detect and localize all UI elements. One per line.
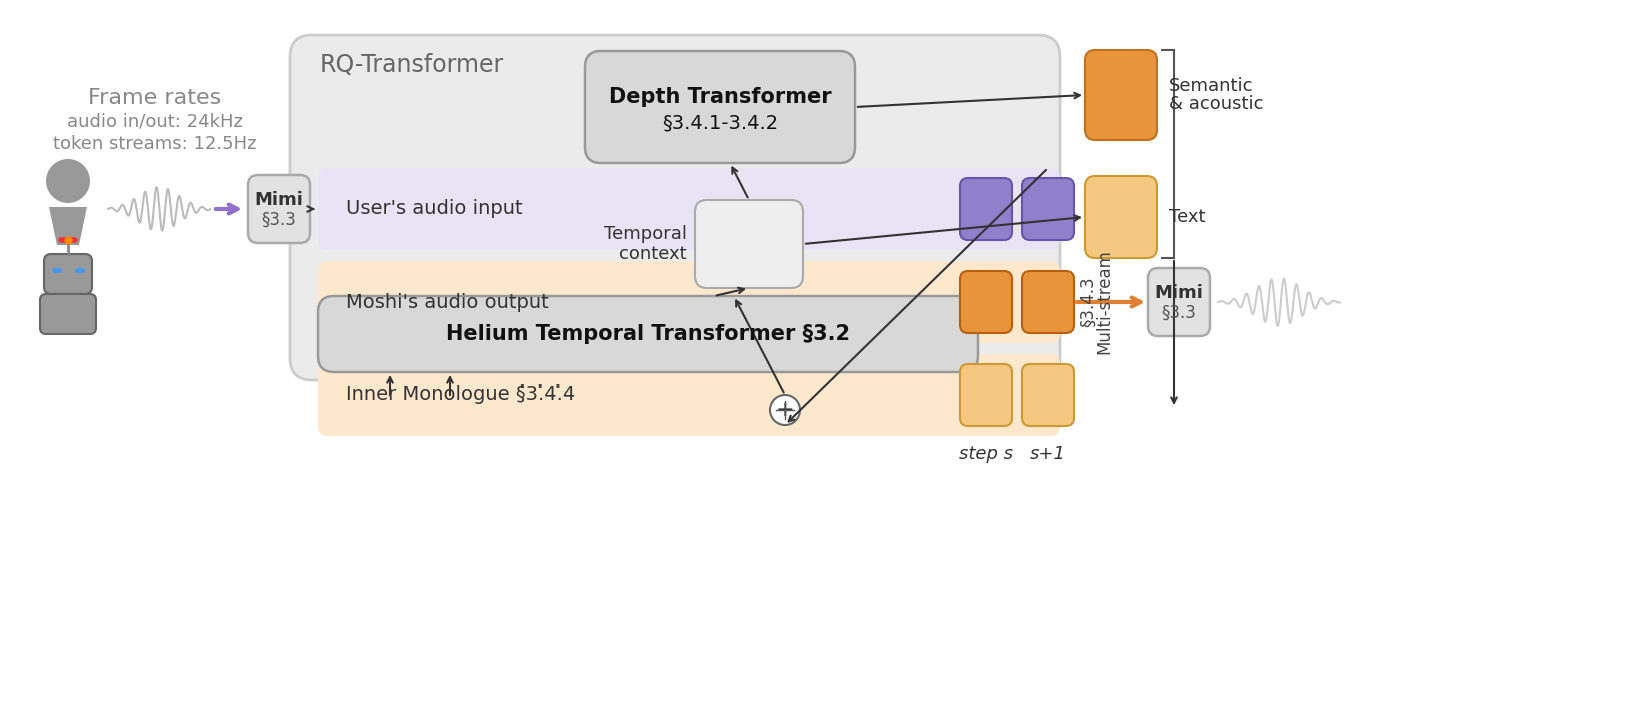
FancyBboxPatch shape bbox=[1148, 268, 1209, 336]
Text: step s: step s bbox=[960, 445, 1013, 463]
Text: · · ·: · · · bbox=[517, 374, 562, 402]
FancyBboxPatch shape bbox=[40, 294, 96, 334]
Text: audio in/out: 24kHz: audio in/out: 24kHz bbox=[68, 113, 243, 131]
Text: User's audio input: User's audio input bbox=[345, 200, 522, 218]
FancyBboxPatch shape bbox=[1085, 176, 1156, 258]
FancyBboxPatch shape bbox=[317, 354, 1061, 436]
Text: s+1: s+1 bbox=[1029, 445, 1066, 463]
Text: token streams: 12.5Hz: token streams: 12.5Hz bbox=[53, 135, 256, 153]
FancyBboxPatch shape bbox=[1023, 271, 1074, 333]
Text: Semantic: Semantic bbox=[1170, 77, 1254, 95]
FancyBboxPatch shape bbox=[45, 254, 93, 294]
FancyBboxPatch shape bbox=[1023, 364, 1074, 426]
FancyBboxPatch shape bbox=[1085, 50, 1156, 140]
Text: Helium Temporal Transformer §3.2: Helium Temporal Transformer §3.2 bbox=[446, 324, 851, 344]
Text: RQ-Transformer: RQ-Transformer bbox=[320, 53, 504, 77]
Text: Temporal: Temporal bbox=[605, 225, 687, 243]
Text: context: context bbox=[620, 245, 687, 263]
FancyBboxPatch shape bbox=[1023, 178, 1074, 240]
FancyBboxPatch shape bbox=[317, 261, 1061, 343]
Text: Inner Monologue §3.4.4: Inner Monologue §3.4.4 bbox=[345, 386, 575, 404]
Text: +: + bbox=[776, 400, 795, 420]
Text: Frame rates: Frame rates bbox=[88, 88, 221, 108]
Text: Moshi's audio output: Moshi's audio output bbox=[345, 292, 548, 312]
Text: §3.3: §3.3 bbox=[261, 211, 296, 229]
FancyBboxPatch shape bbox=[317, 296, 978, 372]
FancyBboxPatch shape bbox=[960, 178, 1013, 240]
FancyBboxPatch shape bbox=[960, 271, 1013, 333]
FancyBboxPatch shape bbox=[317, 168, 1061, 250]
Text: & acoustic: & acoustic bbox=[1170, 95, 1264, 113]
Text: Depth Transformer: Depth Transformer bbox=[608, 87, 831, 107]
Polygon shape bbox=[50, 207, 88, 245]
Circle shape bbox=[46, 159, 89, 203]
Text: §3.3: §3.3 bbox=[1161, 304, 1196, 322]
Text: Mimi: Mimi bbox=[254, 191, 304, 209]
Text: Multi-stream: Multi-stream bbox=[1095, 250, 1113, 355]
Text: Mimi: Mimi bbox=[1155, 284, 1203, 302]
FancyBboxPatch shape bbox=[695, 200, 803, 288]
Text: §3.4.3: §3.4.3 bbox=[1079, 276, 1097, 327]
Text: Text: Text bbox=[1170, 208, 1206, 226]
FancyBboxPatch shape bbox=[960, 364, 1013, 426]
FancyBboxPatch shape bbox=[585, 51, 856, 163]
Text: §3.4.1-3.4.2: §3.4.1-3.4.2 bbox=[662, 113, 778, 133]
FancyBboxPatch shape bbox=[291, 35, 1061, 380]
FancyBboxPatch shape bbox=[248, 175, 311, 243]
Circle shape bbox=[770, 395, 800, 425]
